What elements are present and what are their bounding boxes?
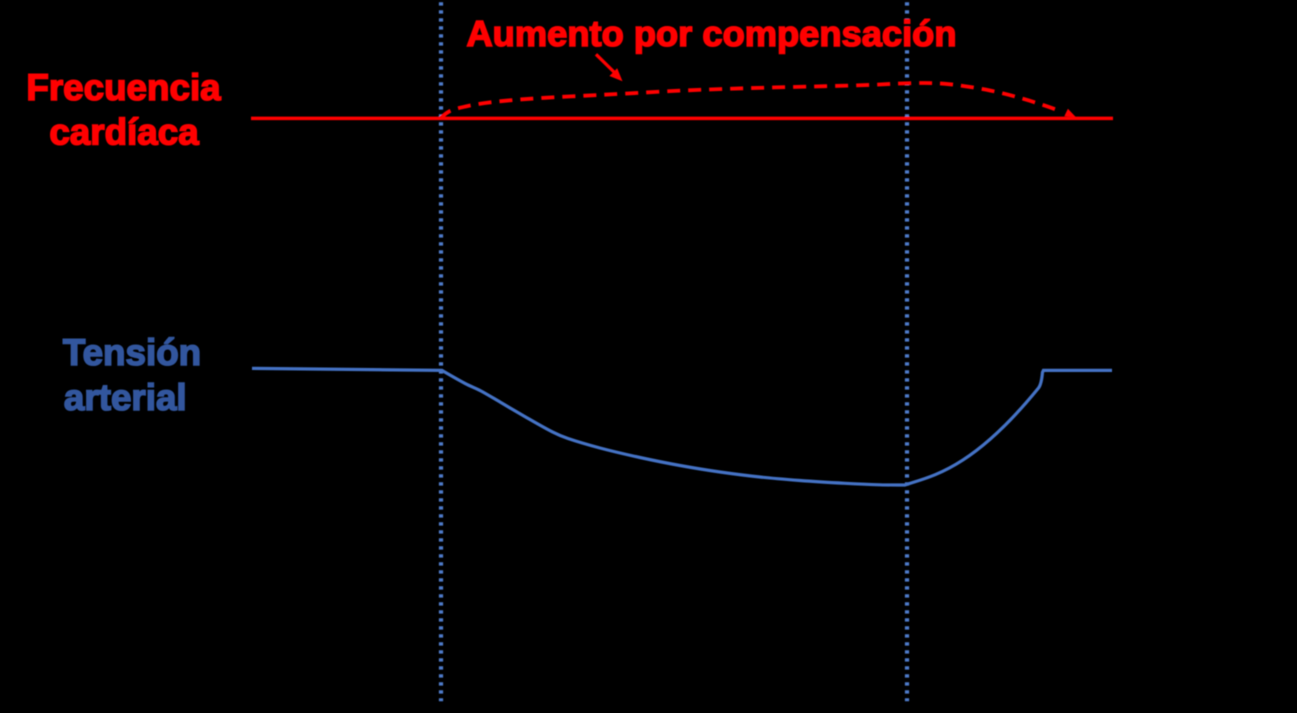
svg-text:arterial: arterial (64, 377, 187, 418)
svg-text:Aumento por compensación: Aumento por compensación (466, 13, 956, 54)
svg-text:Frecuencia: Frecuencia (26, 67, 221, 108)
svg-text:cardíaca: cardíaca (49, 111, 199, 152)
svg-text:Tensión: Tensión (63, 332, 201, 373)
